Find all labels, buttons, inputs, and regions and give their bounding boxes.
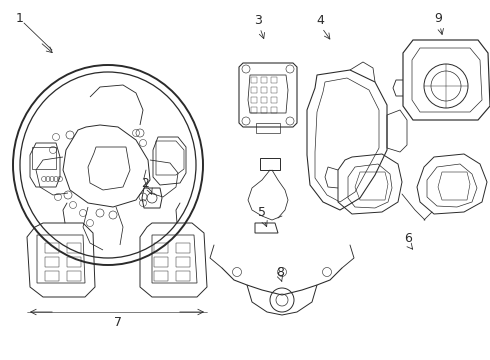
Text: 1: 1 [16, 12, 24, 24]
Text: 3: 3 [254, 14, 262, 27]
Text: 4: 4 [316, 14, 324, 27]
Text: 5: 5 [258, 206, 266, 219]
Text: 7: 7 [114, 315, 122, 328]
Text: 2: 2 [141, 176, 149, 189]
Text: 6: 6 [404, 231, 412, 244]
Text: 9: 9 [434, 12, 442, 24]
Text: 8: 8 [276, 266, 284, 279]
